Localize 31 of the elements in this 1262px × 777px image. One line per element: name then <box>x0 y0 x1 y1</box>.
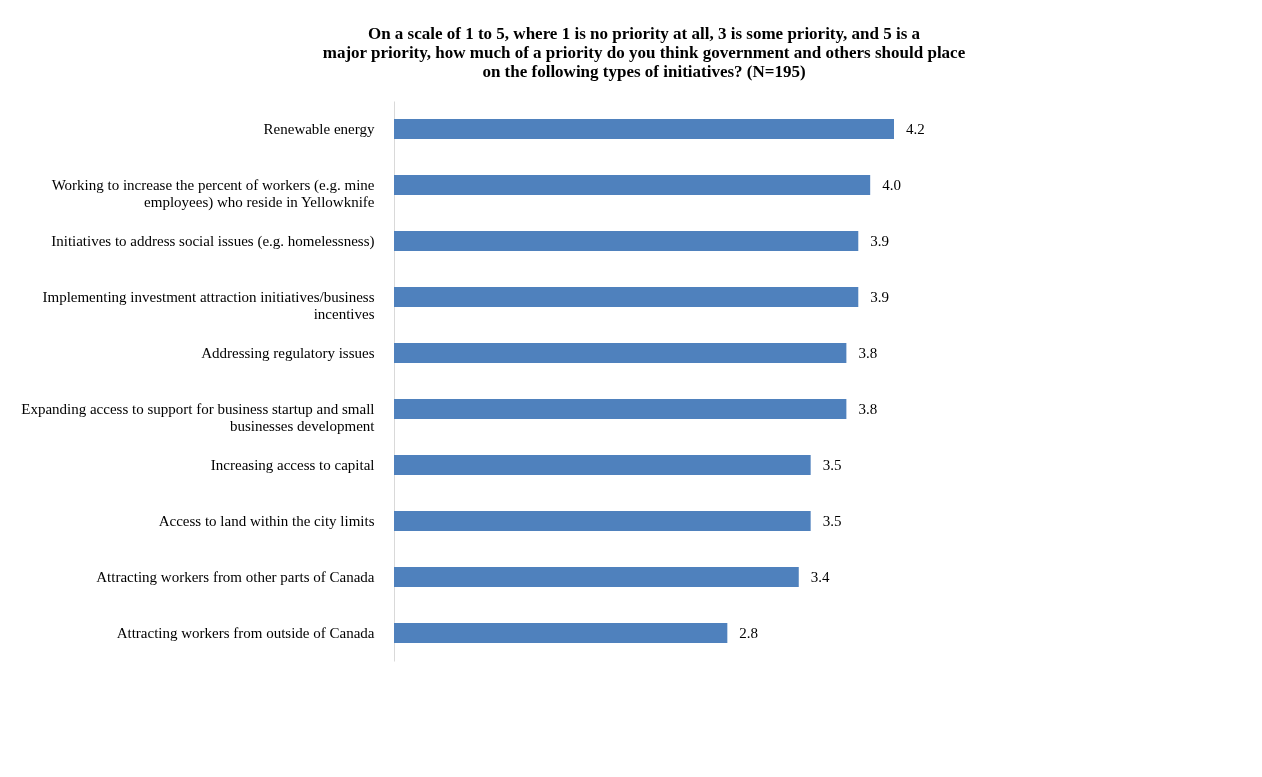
y-tick-label: Attracting workers from other parts of Canada <box>96 569 375 585</box>
bar <box>394 455 811 475</box>
bar <box>394 511 811 531</box>
data-label: 4.0 <box>882 177 901 193</box>
y-tick-label: Expanding access to support for business startup and small businesses development <box>21 401 376 434</box>
data-label: 3.8 <box>858 345 878 361</box>
bar <box>394 343 847 363</box>
bar <box>394 287 859 307</box>
bar <box>394 231 859 251</box>
y-tick-label: Implementing investment attraction initiatives/business incentives <box>42 289 375 322</box>
bar <box>394 399 847 419</box>
bar <box>394 119 894 139</box>
data-label: 3.9 <box>870 289 890 305</box>
bar <box>394 567 799 587</box>
data-label: 3.4 <box>810 569 831 585</box>
data-label: 4.2 <box>906 121 925 137</box>
data-label: 2.8 <box>739 625 759 641</box>
data-label: 3.9 <box>870 233 890 249</box>
chart-title: On a scale of 1 to 5, where 1 is no priority at all, 3 is some priority, and 5 is a major priority, how much of a priority do you think government and others should place on the following types of initiatives? (N=195) <box>322 24 966 81</box>
bar <box>394 175 871 195</box>
y-tick-label: Access to land within the city limits <box>158 513 375 529</box>
data-label: 3.5 <box>822 457 842 473</box>
y-tick-label: Working to increase the percent of workers (e.g. mine employees) who reside in Yellowknife <box>51 177 375 211</box>
y-tick-label: Addressing regulatory issues <box>201 345 375 361</box>
y-tick-label: Initiatives to address social issues (e.g. homelessness) <box>51 233 375 250</box>
y-tick-label: Increasing access to capital <box>210 457 375 473</box>
data-label: 3.8 <box>858 401 878 417</box>
bar <box>394 623 728 643</box>
y-tick-label: Renewable energy <box>263 121 375 137</box>
data-label: 3.5 <box>822 513 842 529</box>
y-tick-label: Attracting workers from outside of Canada <box>116 625 375 641</box>
